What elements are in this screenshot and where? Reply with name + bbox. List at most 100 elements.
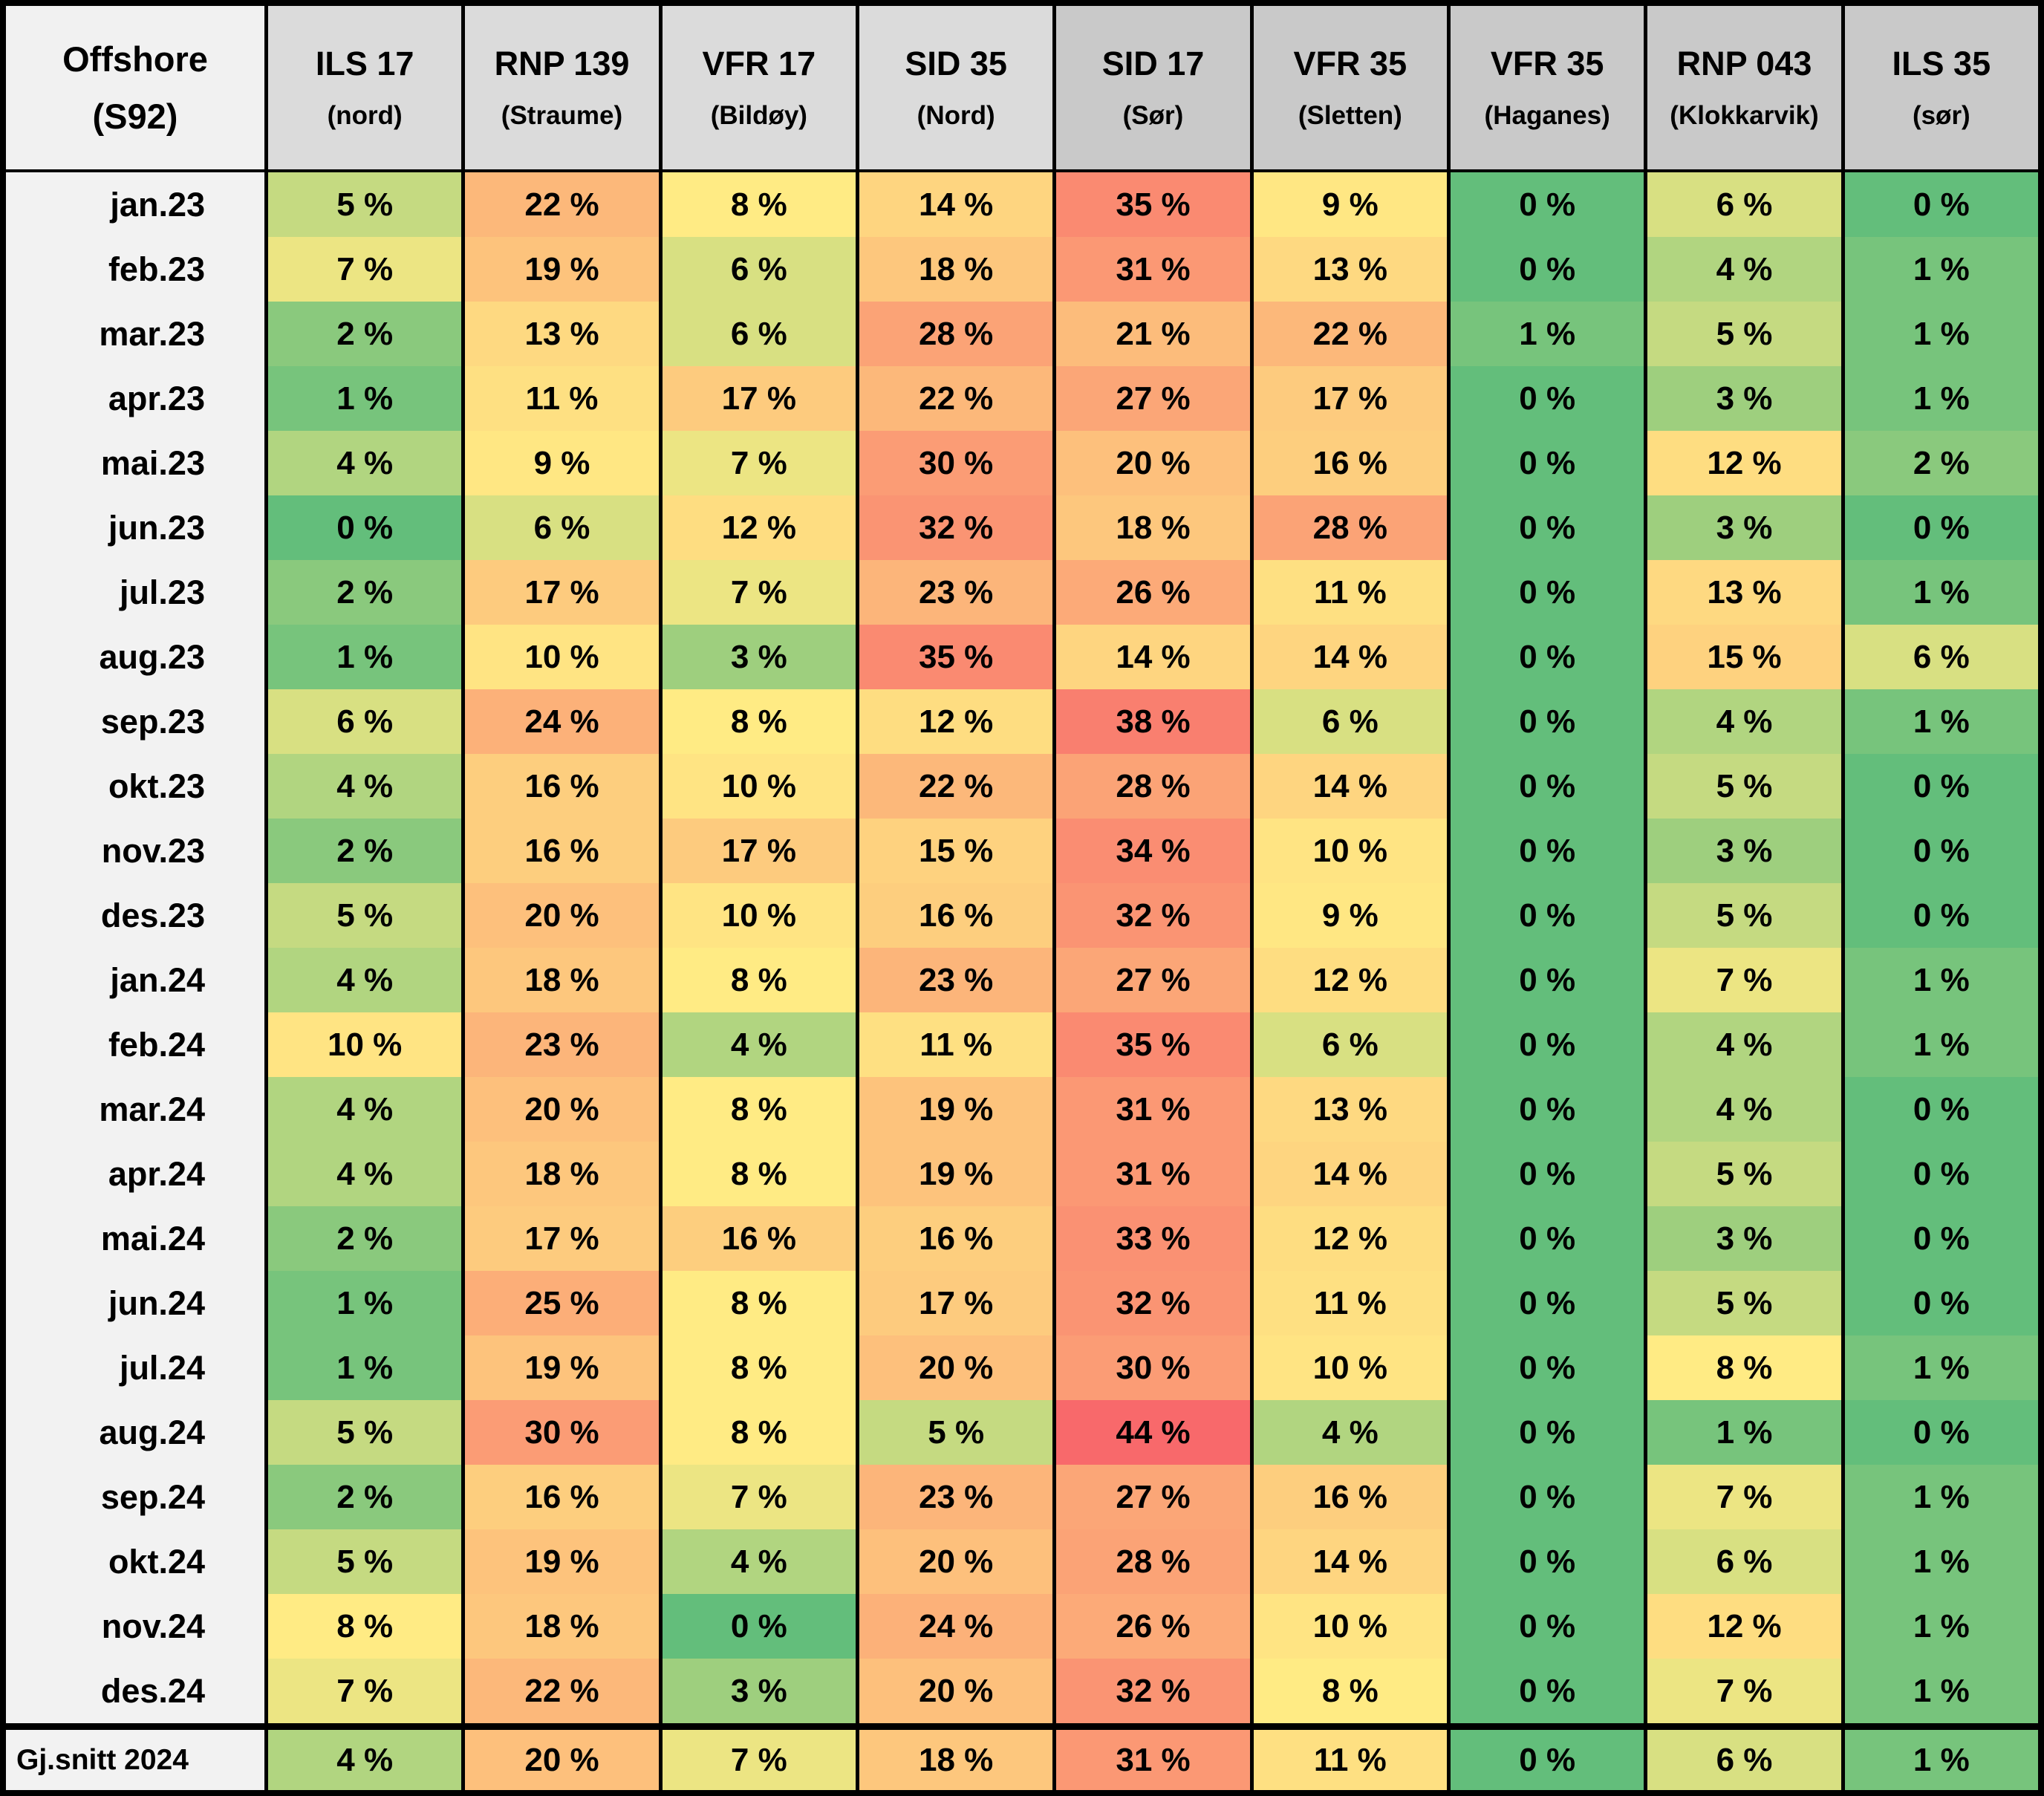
value-cell: 16 % <box>1249 431 1447 495</box>
value-cell: 24 % <box>461 689 659 754</box>
value-cell: 0 % <box>1840 1271 2038 1335</box>
column-header-rnp-139-straume: RNP 139 (Straume) <box>461 6 659 172</box>
value-cell: 3 % <box>1644 819 1841 883</box>
column-header-subtitle: (Nord) <box>917 101 995 130</box>
value-cell: 25 % <box>461 1271 659 1335</box>
column-header-title: VFR 17 <box>702 45 816 82</box>
value-cell: 0 % <box>1840 754 2038 819</box>
value-cell: 10 % <box>461 625 659 689</box>
value-cell: 7 % <box>658 560 856 625</box>
column-header-vfr-35-sletten: VFR 35 (Sletten) <box>1249 6 1447 172</box>
value-cell: 30 % <box>856 431 1053 495</box>
value-cell: 13 % <box>1249 1077 1447 1142</box>
value-cell: 7 % <box>658 1465 856 1529</box>
value-cell: 3 % <box>1644 1206 1841 1271</box>
value-cell: 17 % <box>658 819 856 883</box>
value-cell: 1 % <box>1840 1012 2038 1077</box>
value-cell: 0 % <box>1840 1077 2038 1142</box>
value-cell: 27 % <box>1052 366 1250 431</box>
value-cell: 4 % <box>1644 689 1841 754</box>
value-cell: 1 % <box>1840 948 2038 1012</box>
value-cell: 16 % <box>856 883 1053 948</box>
value-cell: 8 % <box>658 1271 856 1335</box>
value-cell: 19 % <box>856 1142 1053 1206</box>
value-cell: 20 % <box>1052 431 1250 495</box>
value-cell: 6 % <box>1840 625 2038 689</box>
value-cell: 1 % <box>264 1271 462 1335</box>
row-label-des-24: des.24 <box>6 1659 264 1723</box>
value-cell: 10 % <box>264 1012 462 1077</box>
corner-title: Offshore <box>62 39 208 79</box>
value-cell: 4 % <box>1644 237 1841 302</box>
value-cell: 0 % <box>1447 1077 1644 1142</box>
value-cell: 0 % <box>1447 431 1644 495</box>
column-header-title: ILS 35 <box>1892 45 1991 82</box>
value-cell: 0 % <box>1447 1465 1644 1529</box>
value-cell: 22 % <box>856 754 1053 819</box>
column-header-rnp-043-klokkarvik: RNP 043 (Klokkarvik) <box>1644 6 1841 172</box>
value-cell: 18 % <box>856 237 1053 302</box>
value-cell: 4 % <box>658 1529 856 1594</box>
value-cell: 8 % <box>658 1142 856 1206</box>
value-cell: 18 % <box>1052 495 1250 560</box>
value-cell: 0 % <box>1840 1206 2038 1271</box>
row-label-jul-23: jul.23 <box>6 560 264 625</box>
value-cell: 0 % <box>1840 819 2038 883</box>
value-cell: 24 % <box>856 1594 1053 1659</box>
value-cell: 9 % <box>1249 883 1447 948</box>
value-cell: 1 % <box>264 1335 462 1400</box>
value-cell: 12 % <box>1249 1206 1447 1271</box>
value-cell: 3 % <box>1644 495 1841 560</box>
value-cell: 22 % <box>856 366 1053 431</box>
value-cell: 12 % <box>856 689 1053 754</box>
value-cell: 0 % <box>658 1594 856 1659</box>
value-cell: 14 % <box>1249 1142 1447 1206</box>
column-header-title: RNP 139 <box>494 45 630 82</box>
average-value-cell: 0 % <box>1447 1723 1644 1790</box>
column-header-vfr-17-bildøy: VFR 17 (Bildøy) <box>658 6 856 172</box>
value-cell: 0 % <box>1447 819 1644 883</box>
value-cell: 4 % <box>1644 1077 1841 1142</box>
value-cell: 6 % <box>1249 689 1447 754</box>
row-label-jun-24: jun.24 <box>6 1271 264 1335</box>
value-cell: 8 % <box>658 1400 856 1465</box>
column-header-title: RNP 043 <box>1676 45 1812 82</box>
column-header-subtitle: (Straume) <box>501 101 623 130</box>
row-label-apr-23: apr.23 <box>6 366 264 431</box>
value-cell: 27 % <box>1052 948 1250 1012</box>
value-cell: 0 % <box>1447 689 1644 754</box>
row-label-aug-24: aug.24 <box>6 1400 264 1465</box>
value-cell: 20 % <box>856 1529 1053 1594</box>
value-cell: 0 % <box>1447 366 1644 431</box>
value-cell: 28 % <box>856 302 1053 366</box>
value-cell: 0 % <box>1447 495 1644 560</box>
value-cell: 13 % <box>461 302 659 366</box>
value-cell: 16 % <box>461 1465 659 1529</box>
value-cell: 8 % <box>658 172 856 237</box>
row-label-sep-24: sep.24 <box>6 1465 264 1529</box>
value-cell: 1 % <box>1840 560 2038 625</box>
value-cell: 9 % <box>461 431 659 495</box>
value-cell: 0 % <box>1447 1271 1644 1335</box>
value-cell: 6 % <box>1644 1529 1841 1594</box>
value-cell: 7 % <box>264 237 462 302</box>
value-cell: 26 % <box>1052 1594 1250 1659</box>
value-cell: 0 % <box>1447 1659 1644 1723</box>
value-cell: 23 % <box>856 560 1053 625</box>
value-cell: 10 % <box>1249 1594 1447 1659</box>
value-cell: 2 % <box>1840 431 2038 495</box>
average-value-cell: 20 % <box>461 1723 659 1790</box>
value-cell: 32 % <box>856 495 1053 560</box>
value-cell: 19 % <box>856 1077 1053 1142</box>
value-cell: 1 % <box>1840 689 2038 754</box>
value-cell: 0 % <box>1840 883 2038 948</box>
value-cell: 8 % <box>658 1335 856 1400</box>
value-cell: 28 % <box>1249 495 1447 560</box>
value-cell: 2 % <box>264 302 462 366</box>
value-cell: 1 % <box>1840 1335 2038 1400</box>
value-cell: 16 % <box>1249 1465 1447 1529</box>
average-value-cell: 1 % <box>1840 1723 2038 1790</box>
column-header-sid-35-nord: SID 35 (Nord) <box>856 6 1053 172</box>
value-cell: 4 % <box>264 948 462 1012</box>
